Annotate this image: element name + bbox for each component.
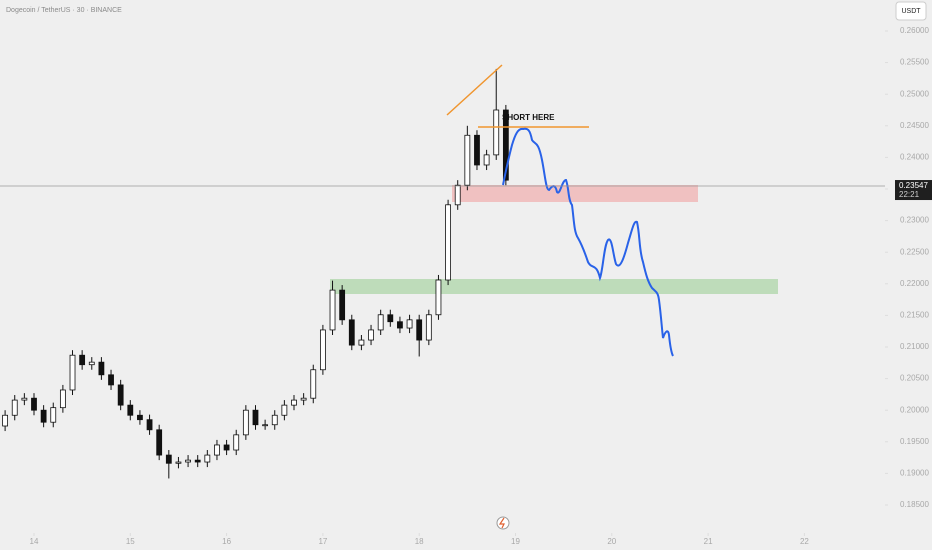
x-tick-label: 16 xyxy=(222,537,231,546)
y-tick-label: 0.20500 xyxy=(900,374,929,383)
candle-body xyxy=(127,404,134,416)
x-tick-label: 14 xyxy=(30,537,39,546)
x-tick-label: 22 xyxy=(800,537,809,546)
replay-icon-bolt xyxy=(498,517,505,529)
symbol-title: Dogecoin / TetherUS · 30 · BINANCE xyxy=(6,7,122,14)
candle-body xyxy=(377,314,384,331)
trend-line xyxy=(446,64,503,116)
candle-body xyxy=(339,289,346,321)
candle-body xyxy=(69,354,76,391)
y-tick-label: 0.22500 xyxy=(900,247,929,256)
x-tick-label: 20 xyxy=(607,537,616,546)
candle-body xyxy=(194,459,201,463)
candle-body xyxy=(223,444,230,451)
candle-body xyxy=(387,314,394,323)
projection-path xyxy=(502,127,674,357)
candle-body xyxy=(214,444,220,456)
candle-body xyxy=(300,397,307,401)
currency-button[interactable] xyxy=(895,1,927,21)
candle-body xyxy=(117,384,124,406)
replay-icon[interactable] xyxy=(496,516,510,530)
candle-body xyxy=(79,354,86,366)
x-tick-label: 19 xyxy=(511,537,520,546)
candle-body xyxy=(416,319,423,341)
y-tick-label: 0.19000 xyxy=(900,469,929,478)
candle-body xyxy=(502,109,509,181)
candle-body xyxy=(137,414,143,421)
candle-body xyxy=(435,279,442,316)
candle-body xyxy=(59,389,66,409)
candle-body xyxy=(40,409,47,423)
candle-body xyxy=(319,329,326,371)
candle-body xyxy=(358,339,365,346)
x-tick-label: 18 xyxy=(415,537,424,546)
y-tick-label: 0.25500 xyxy=(900,58,929,67)
candle-body xyxy=(329,289,336,331)
y-tick-label: 0.24500 xyxy=(900,121,929,130)
demand-zone xyxy=(330,279,778,294)
candle-body xyxy=(425,314,432,341)
y-tick-label: 0.24000 xyxy=(900,153,929,162)
y-tick-label: 0.18500 xyxy=(900,500,929,509)
candle-body xyxy=(493,109,500,156)
candle-body xyxy=(204,454,211,463)
y-tick-label: 0.21500 xyxy=(900,311,929,320)
y-tick-label: 0.26000 xyxy=(900,26,929,35)
candle-body xyxy=(156,429,163,456)
countdown-label: 22:21 xyxy=(899,190,920,199)
annotation: SHORT HERE xyxy=(502,113,555,122)
candle-body xyxy=(368,329,374,341)
candle-body xyxy=(464,134,471,186)
supply-zone xyxy=(452,185,698,202)
currency-label: USDT xyxy=(901,8,921,15)
candle-body xyxy=(242,409,249,436)
candle-body xyxy=(108,374,114,386)
x-tick-label: 21 xyxy=(704,537,713,546)
candle-body xyxy=(185,459,191,463)
candle-body xyxy=(165,454,172,464)
candle-body xyxy=(406,319,413,329)
candle-body xyxy=(31,397,37,411)
candle-body xyxy=(281,404,288,416)
candle-body xyxy=(445,204,451,281)
y-tick-label: 0.21000 xyxy=(900,342,929,351)
candle-body xyxy=(233,434,240,451)
last-price-tag xyxy=(895,180,932,201)
y-tick-label: 0.23000 xyxy=(900,216,929,225)
candle-body xyxy=(262,424,269,427)
y-tick-label: 0.22000 xyxy=(900,279,929,288)
candle-body xyxy=(291,399,297,406)
candle-body xyxy=(146,419,153,431)
candle-body xyxy=(252,409,259,426)
candle-body xyxy=(2,414,9,427)
price-axis xyxy=(885,0,932,550)
candle-body xyxy=(474,134,480,166)
candle-body xyxy=(98,361,105,376)
candle-body xyxy=(454,184,461,206)
candle-body xyxy=(348,319,355,346)
y-tick-label: 0.19500 xyxy=(900,437,929,446)
candle-body xyxy=(271,414,278,426)
candle-body xyxy=(88,361,95,366)
candle-body xyxy=(397,321,403,329)
candle-body xyxy=(11,399,18,416)
last-price-label: 0.23547 xyxy=(899,181,928,190)
candle-body xyxy=(310,369,317,399)
x-tick-label: 17 xyxy=(318,537,327,546)
candle-body xyxy=(483,154,490,166)
candle-body xyxy=(50,407,57,423)
y-tick-label: 0.20000 xyxy=(900,405,929,414)
candle-body xyxy=(175,461,182,464)
candle-body xyxy=(21,397,28,401)
x-tick-label: 15 xyxy=(126,537,135,546)
y-tick-label: 0.25000 xyxy=(900,89,929,98)
